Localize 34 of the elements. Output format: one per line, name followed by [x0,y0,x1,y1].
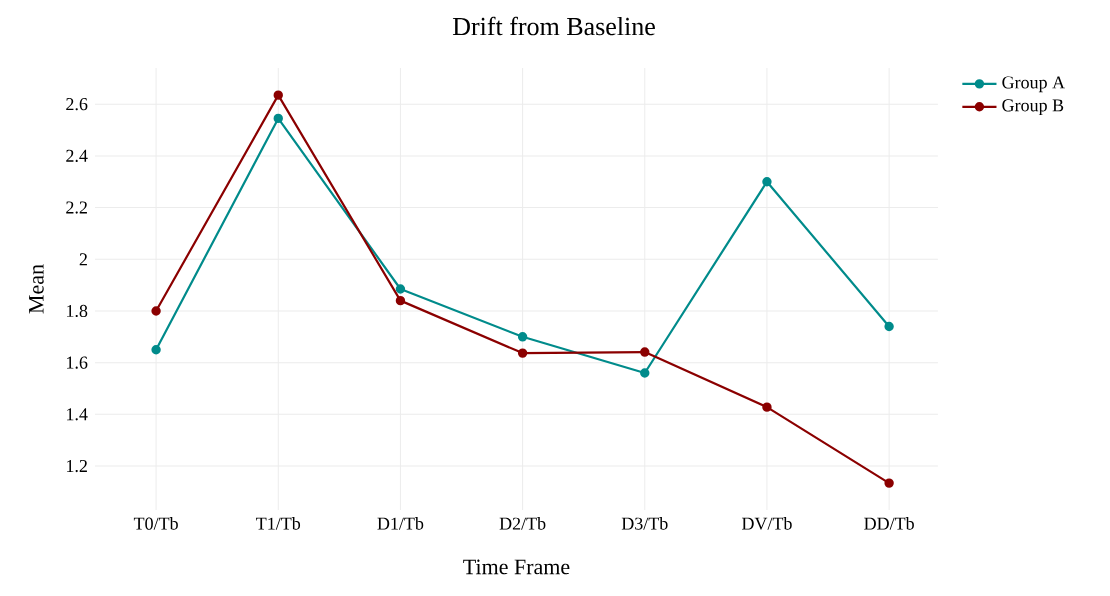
x-tick-label: D2/Tb [499,517,546,530]
point [273,90,283,100]
x-tick-label: DV/Tb [741,517,792,530]
point [640,347,650,357]
y-tick-label: 1.8 [67,304,88,318]
point [517,332,528,342]
x-axis-title: Time Frame [463,559,570,575]
y-tick-label: 1.2 [67,459,87,473]
legend-label: Group A [1002,76,1065,93]
y-tick-label: 2 [79,253,87,266]
y-tick-label: 2.6 [66,98,88,111]
point [273,113,283,124]
point [395,295,406,306]
x-tick-label: D1/Tb [377,517,424,530]
chart-title: Drift from Baseline [452,16,655,36]
point [395,284,406,294]
y-tick-label: 2.2 [66,201,87,214]
point [151,306,161,316]
y-tick-label: 2.4 [66,149,88,162]
x-tick-label: DD/Tb [864,517,914,530]
x-tick-label: D3/Tb [621,517,668,530]
point [762,177,772,187]
point [640,368,650,378]
x-tick-label: T1/Tb [256,517,301,530]
point [884,478,894,488]
y-tick-label: 1.6 [67,356,88,369]
x-tick-label: T0/Tb [133,517,178,530]
point [884,321,894,332]
point [517,348,528,358]
point [151,345,161,355]
point [762,402,772,412]
legend-label: Group B [1002,99,1064,116]
y-tick-label: 1.4 [67,408,88,421]
y-axis-title: Mean [29,264,44,314]
